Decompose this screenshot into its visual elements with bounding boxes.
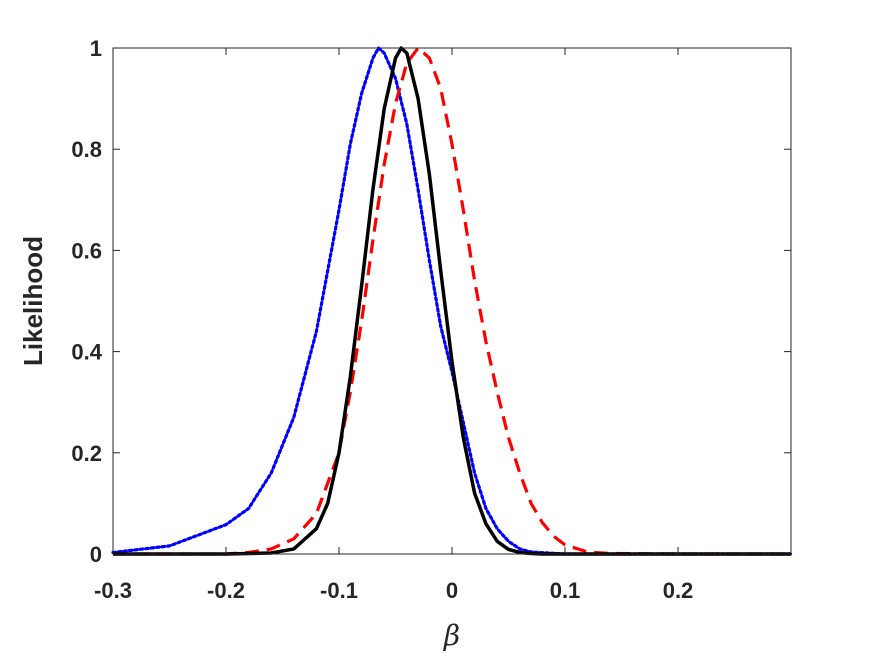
series-dotted-line	[111, 46, 793, 556]
x-axis-label: β	[443, 619, 460, 652]
x-tick-label: -0.1	[320, 578, 358, 603]
y-tick-label: 0.4	[71, 340, 102, 365]
x-tick-label: 0.1	[550, 578, 581, 603]
x-tick-label: 0.2	[663, 578, 694, 603]
y-tick-label: 1	[90, 36, 102, 61]
x-tick-label: -0.2	[207, 578, 245, 603]
x-tick-label: -0.3	[94, 578, 132, 603]
plot-area	[113, 48, 791, 554]
series-solid-line	[113, 46, 791, 556]
y-tick-label: 0.8	[71, 137, 102, 162]
y-axis-label: Likelihood	[18, 236, 48, 366]
y-tick-label: 0.2	[71, 441, 102, 466]
y-tick-label: 0	[90, 542, 102, 567]
y-axis-ticks: 0 0.2 0.4 0.6 0.8 1	[71, 36, 791, 567]
y-tick-label: 0.6	[71, 238, 102, 263]
series-layer	[111, 46, 793, 556]
x-tick-label: 0	[446, 578, 458, 603]
x-axis-ticks: -0.3 -0.2 -0.1 0 0.1 0.2	[94, 48, 693, 603]
